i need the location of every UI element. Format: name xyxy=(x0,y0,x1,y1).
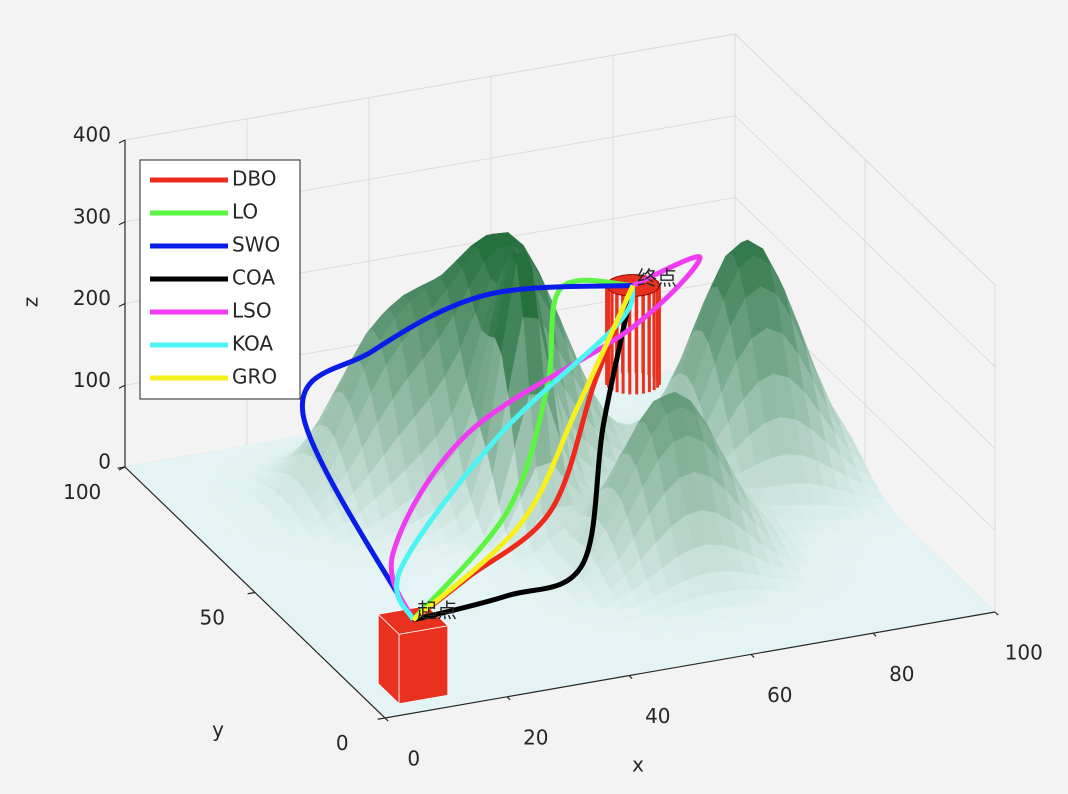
z-tick xyxy=(118,221,126,226)
legend-label: DBO xyxy=(232,167,277,191)
z-tick-label: 400 xyxy=(73,123,111,147)
legend: DBO LO SWO COA LSO KOA GRO xyxy=(139,159,301,400)
z-tick-label: 200 xyxy=(73,286,111,310)
x-axis xyxy=(384,611,996,719)
z-tick xyxy=(118,466,126,471)
z-tick xyxy=(118,302,126,308)
y-axis-label: y xyxy=(212,718,224,742)
labels: 0 20 40 60 80 100 0 50 100 0 100 200 300 400 起点 终点 xyxy=(63,123,1043,771)
series-line xyxy=(394,284,636,621)
x-tick xyxy=(506,696,511,701)
series-line xyxy=(299,282,634,622)
z-tick-label: 100 xyxy=(73,368,111,392)
x-tick-label: 60 xyxy=(767,683,792,707)
x-tick-label: 20 xyxy=(523,725,548,749)
legend-label: LO xyxy=(232,200,258,224)
series-line xyxy=(412,284,636,623)
legend-label: KOA xyxy=(232,332,273,356)
start-box xyxy=(398,625,449,705)
x-tick xyxy=(628,675,633,680)
series-line xyxy=(388,254,703,621)
z-tick-label: 300 xyxy=(73,204,111,228)
y-tick xyxy=(377,717,386,720)
x-tick xyxy=(384,717,389,722)
x-axis-label: x xyxy=(632,753,644,777)
legend-label: SWO xyxy=(232,233,280,257)
legend-label: COA xyxy=(232,266,275,290)
legend-label: LSO xyxy=(232,299,272,323)
legend-label: GRO xyxy=(232,365,277,389)
series-line xyxy=(411,277,634,622)
z-axis-label: z xyxy=(19,297,43,308)
series-line xyxy=(411,284,636,622)
x-tick xyxy=(994,611,999,616)
y-tick-label: 50 xyxy=(199,605,224,629)
x-tick-label: 0 xyxy=(407,747,420,771)
x-tick xyxy=(750,653,755,658)
x-tick-label: 40 xyxy=(645,704,670,728)
y-tick xyxy=(247,591,256,595)
x-tick-label: 100 xyxy=(1005,641,1043,665)
z-tick xyxy=(118,384,126,389)
y-tick-label: 100 xyxy=(63,480,101,504)
y-tick-label: 0 xyxy=(336,731,349,755)
z-tick xyxy=(118,139,126,144)
x-tick-label: 80 xyxy=(889,662,914,686)
z-tick-label: 0 xyxy=(98,450,111,474)
terrain xyxy=(124,232,996,719)
box-edge xyxy=(734,33,996,286)
start-label: 起点 xyxy=(417,598,457,622)
lines xyxy=(299,254,703,623)
end-label: 终点 xyxy=(637,266,677,290)
x-tick xyxy=(872,632,877,637)
box-edge xyxy=(124,33,736,141)
